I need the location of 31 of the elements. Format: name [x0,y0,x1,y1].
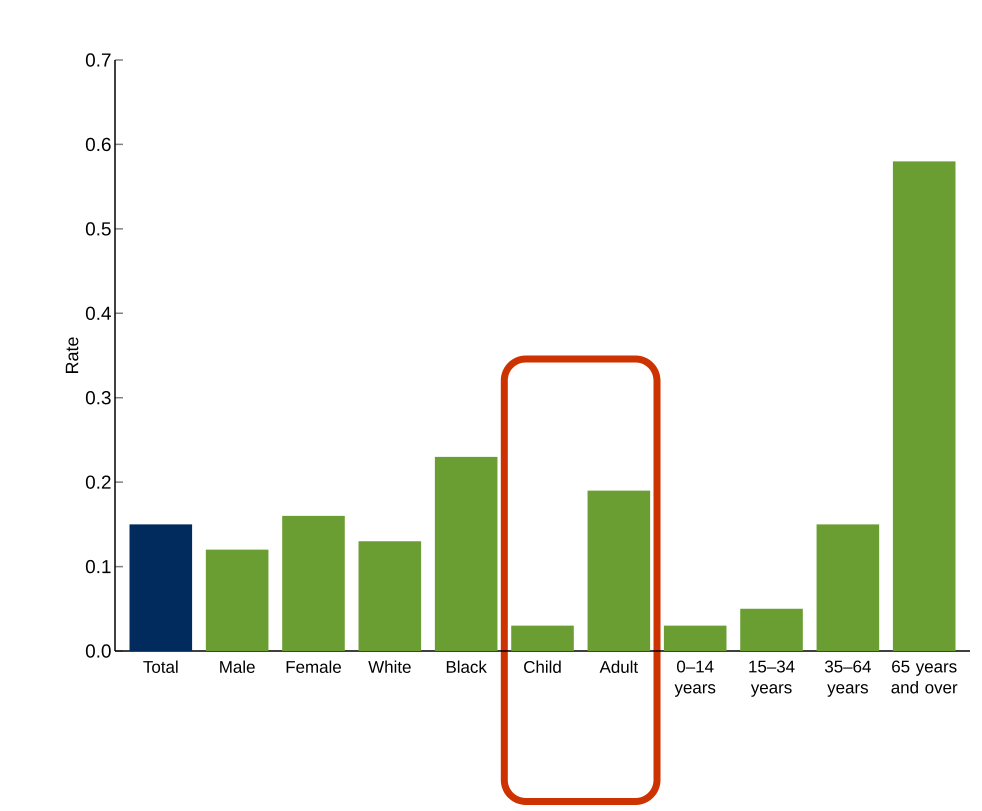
y-tick-label: 0.1 [86,560,111,574]
bar [358,541,422,651]
x-tick-label: Black [446,660,487,673]
bar [816,524,880,651]
y-tick-label: 0.3 [86,391,111,404]
bar [130,524,192,651]
bar [282,516,345,651]
y-tick-label: 0.0 [86,644,111,658]
bar [206,550,268,651]
y-tick-label: 0.4 [86,306,111,320]
x-tick-label: Total [143,660,178,673]
y-tick-label: 0.2 [86,475,111,489]
y-tick-label: 0.5 [86,222,111,236]
bar [664,626,726,651]
x-tick-label: White [368,660,411,673]
bar [511,626,574,651]
bar [434,456,498,651]
bar [588,490,650,651]
y-axis-title: Rate [66,337,78,373]
x-tick-label: Female [286,660,341,673]
bar [892,161,956,651]
x-tick-label: 35–64 years [824,660,871,697]
x-tick-label: Male [220,660,255,673]
x-tick-label: Child [524,660,561,673]
x-tick-label: 15–34 years [749,660,795,697]
x-tick-label: 0–14 years [674,660,716,697]
bar [740,608,803,651]
y-tick-label: 0.6 [86,138,111,152]
x-tick-label: 65 years and over [892,660,958,694]
y-tick-label: 0.7 [86,53,111,67]
x-tick-label: Adult [600,660,638,673]
